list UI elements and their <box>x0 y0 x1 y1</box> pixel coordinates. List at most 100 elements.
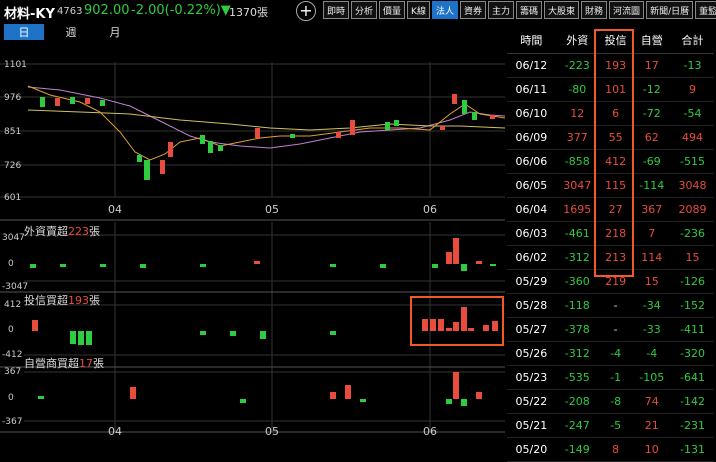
cell-dealer: -72 <box>632 101 671 126</box>
main-ytick: 726 <box>4 161 22 171</box>
cell-foreign: -80 <box>555 77 599 102</box>
cell-trust: -5 <box>598 413 633 438</box>
nav-tab[interactable]: 分析 <box>351 1 378 19</box>
cell-trust: 101 <box>598 77 633 102</box>
cell-date: 06/12 <box>507 53 556 78</box>
table-row[interactable]: 06/03 -461 218 7 -236 <box>507 221 714 246</box>
cell-total: -142 <box>670 389 714 414</box>
volume: 1370張 <box>229 6 268 19</box>
nav-tab[interactable]: 董監/公司 <box>695 1 716 19</box>
cell-dealer: 7 <box>632 221 671 246</box>
table-row[interactable]: 05/28 -118- -34 -152 <box>507 293 714 318</box>
dealer-ytick: 0 <box>8 393 14 403</box>
col-header-dealer[interactable]: 自營 <box>632 28 671 54</box>
cell-trust: 218 <box>598 221 633 246</box>
cell-total: -411 <box>670 317 714 342</box>
cell-date: 06/05 <box>507 173 556 198</box>
table-row[interactable]: 06/06 -858 412 -69 -515 <box>507 149 714 174</box>
nav-tab[interactable]: 資券 <box>459 1 486 19</box>
main-ytick: 851 <box>4 127 22 137</box>
table-row[interactable]: 05/26 -312 -4 -4 -320 <box>507 341 714 366</box>
table-row[interactable]: 06/05 3047 115 -114 3048 <box>507 173 714 198</box>
stock-price: 902.00 <box>84 3 130 18</box>
cell-dealer: -105 <box>632 365 671 390</box>
tab-week[interactable]: 週 <box>65 26 77 39</box>
cell-trust: 193 <box>598 53 633 78</box>
cell-date: 06/06 <box>507 149 556 174</box>
nav-tab[interactable]: 新聞/日曆 <box>646 1 694 19</box>
main-ytick: 601 <box>4 193 22 203</box>
cell-trust: -8 <box>598 389 633 414</box>
table-row[interactable]: 05/21 -247 -5 21 -231 <box>507 413 714 438</box>
cell-total: 494 <box>670 125 714 150</box>
table-row[interactable]: 05/27 -378- -33 -411 <box>507 317 714 342</box>
dealer-ytick: -367 <box>2 417 23 427</box>
cell-trust: 6 <box>598 101 633 126</box>
cell-foreign: 1695 <box>555 197 599 222</box>
cell-foreign: -535 <box>555 365 599 390</box>
cell-total: -231 <box>670 413 714 438</box>
foreign-panel-label: 外資賣超223張 <box>24 225 100 238</box>
cell-dealer: 21 <box>632 413 671 438</box>
table-row[interactable]: 06/02 -312 213 114 15 <box>507 245 714 270</box>
table-row[interactable]: 05/22 -208 -8 74 -142 <box>507 389 714 414</box>
tab-day[interactable]: 日 <box>4 24 44 40</box>
nav-tab[interactable]: 財務 <box>581 1 608 19</box>
cell-dealer: 10 <box>632 437 671 462</box>
table-row[interactable]: 06/10 12 6 -72 -54 <box>507 101 714 126</box>
cell-total: -152 <box>670 293 714 318</box>
cell-foreign: -378 <box>555 317 599 342</box>
main-xtick: 05 <box>265 203 279 216</box>
stock-name: 材料-KY <box>4 7 55 22</box>
trust-ytick: -412 <box>2 350 23 360</box>
table-row[interactable]: 05/29 -360 219 15 -126 <box>507 269 714 294</box>
stock-code: 4763 <box>57 6 83 17</box>
table-header-row: 時間 外資 投信 自營 合計 <box>507 28 714 54</box>
tab-month[interactable]: 月 <box>109 26 121 39</box>
cell-trust: 55 <box>598 125 633 150</box>
table-row[interactable]: 06/09 377 55 62 494 <box>507 125 714 150</box>
nav-tab[interactable]: 河流圖 <box>609 1 645 19</box>
cell-dealer: 114 <box>632 245 671 270</box>
cell-date: 06/04 <box>507 197 556 222</box>
table-row[interactable]: 06/12 -223 193 17 -13 <box>507 53 714 78</box>
table-row[interactable]: 06/11 -80 101 -12 9 <box>507 77 714 102</box>
cell-foreign: -118 <box>555 293 599 318</box>
cell-trust: -4 <box>598 341 633 366</box>
foreign-bars <box>30 238 496 271</box>
dealer-panel-label: 自營商買超17張 <box>24 357 104 370</box>
col-header-trust[interactable]: 投信 <box>598 28 633 54</box>
moving-average-lines <box>27 85 506 161</box>
main-xtick: 06 <box>423 203 437 216</box>
cell-trust: 412 <box>598 149 633 174</box>
table-row[interactable]: 05/20 -149 8 10 -131 <box>507 437 714 462</box>
table-row[interactable]: 06/04 1695 27 367 2089 <box>507 197 714 222</box>
cell-total: -13 <box>670 53 714 78</box>
nav-tab[interactable]: 主力 <box>487 1 514 19</box>
add-watchlist-button[interactable]: + <box>296 1 316 21</box>
col-header-foreign[interactable]: 外資 <box>555 28 599 54</box>
nav-tab[interactable]: 即時 <box>323 1 350 19</box>
cell-trust: 115 <box>598 173 633 198</box>
cell-foreign: -461 <box>555 221 599 246</box>
nav-tab[interactable]: 法人 <box>431 1 458 19</box>
nav-tab[interactable]: 籌碼 <box>516 1 543 19</box>
main-ytick: 976 <box>4 93 22 103</box>
col-header-total[interactable]: 合計 <box>670 28 714 54</box>
trust-ytick: 412 <box>4 300 22 310</box>
cell-date: 06/10 <box>507 101 556 126</box>
cell-dealer: -34 <box>632 293 671 318</box>
nav-tab[interactable]: 大股東 <box>544 1 580 19</box>
table-row[interactable]: 05/23 -535 -1 -105 -641 <box>507 365 714 390</box>
cell-trust: - <box>598 293 633 318</box>
bottom-xtick: 06 <box>423 425 437 438</box>
col-header-date[interactable]: 時間 <box>507 28 556 54</box>
nav-tab[interactable]: 價量 <box>379 1 406 19</box>
cell-dealer: 74 <box>632 389 671 414</box>
nav-tab[interactable]: K線 <box>407 1 430 19</box>
cell-foreign: 3047 <box>555 173 599 198</box>
cell-foreign: -223 <box>555 53 599 78</box>
cell-date: 05/26 <box>507 341 556 366</box>
quote-header: 材料-KY 4763 902.00 -2.00(-0.22%)▼ 1370張 +… <box>0 0 716 22</box>
